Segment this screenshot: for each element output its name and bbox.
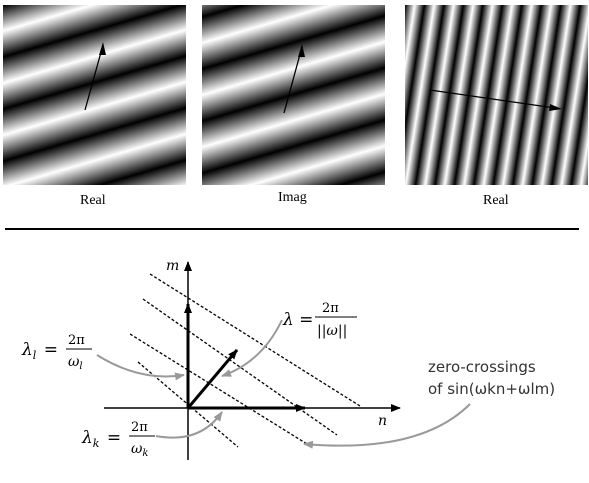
svg-text:λk =: λk = bbox=[81, 428, 121, 450]
wave-vector-arrow bbox=[84, 44, 104, 111]
svg-text:||ω||: ||ω|| bbox=[317, 323, 347, 339]
zero-crossings-line-2: of sin(ωkn+ωlm) bbox=[428, 380, 555, 398]
panel-3-caption: Real bbox=[483, 193, 509, 208]
lambda-label: λ = 2π ||ω|| bbox=[282, 301, 357, 339]
zero-crossings-line-1: zero-crossings bbox=[428, 358, 536, 376]
zero-crossings-pointer bbox=[303, 403, 471, 449]
lambda-l-pointer bbox=[96, 354, 185, 381]
grating-pattern bbox=[202, 5, 385, 185]
zero-crossing-lines bbox=[129, 273, 361, 448]
svg-text:λl =: λl = bbox=[21, 340, 58, 362]
svg-text:λ =: λ = bbox=[282, 310, 313, 330]
arrow-head bbox=[99, 42, 106, 55]
imag-grating-panel bbox=[202, 5, 385, 185]
real-grating-panel-1 bbox=[3, 5, 186, 185]
panel-1-caption: Real bbox=[80, 193, 106, 208]
axis-label-n: n bbox=[378, 413, 387, 429]
svg-text:2π: 2π bbox=[322, 301, 339, 316]
lambda-l-label: λl = 2π ωl bbox=[21, 333, 92, 372]
wave-geometry-diagram: m n λl = 2π ωl λk = 2π ωk λ = 2π ||ω|| z… bbox=[21, 258, 555, 460]
grating-pattern bbox=[3, 5, 186, 185]
omega-vector bbox=[186, 349, 239, 409]
wave-vector-arrow bbox=[429, 89, 556, 109]
svg-text:ωk: ωk bbox=[131, 441, 148, 459]
svg-text:2π: 2π bbox=[68, 333, 85, 348]
grating-pattern bbox=[405, 5, 588, 185]
lambda-k-label: λk = 2π ωk bbox=[81, 420, 155, 459]
arrow-head bbox=[298, 44, 305, 57]
lambda-pointer bbox=[221, 319, 283, 377]
real-grating-panel-2 bbox=[405, 5, 588, 185]
arrow-head bbox=[549, 104, 562, 111]
svg-text:ωl: ωl bbox=[68, 354, 83, 372]
section-divider bbox=[5, 228, 579, 230]
panel-2-caption: Imag bbox=[278, 190, 307, 205]
axis-label-m: m bbox=[166, 258, 179, 274]
lambda-k-pointer bbox=[155, 411, 223, 439]
svg-text:2π: 2π bbox=[131, 420, 148, 435]
wave-vector-arrow bbox=[283, 46, 303, 114]
